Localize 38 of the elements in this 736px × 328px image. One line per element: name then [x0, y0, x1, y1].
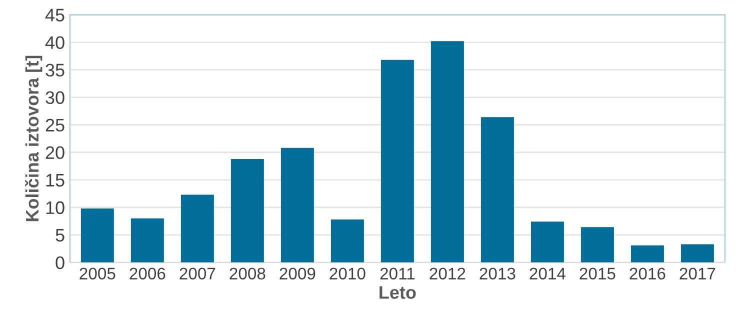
y-tick-label: 15 — [46, 174, 64, 187]
x-tick-label: 2011 — [380, 268, 415, 280]
x-tick-label: 2009 — [280, 268, 316, 280]
y-tick-label: 10 — [46, 201, 64, 214]
bar — [280, 148, 314, 262]
bar — [330, 219, 364, 262]
x-tick-label: 2013 — [480, 268, 516, 280]
y-tick-label: 20 — [46, 146, 64, 160]
x-tick-label: 2016 — [630, 268, 666, 280]
bar — [680, 244, 714, 262]
y-tick-label: 40 — [45, 36, 64, 49]
x-tick-label: 2008 — [230, 268, 266, 280]
bar — [530, 222, 564, 262]
x-tick-label: 2014 — [530, 268, 566, 280]
bar — [630, 245, 664, 262]
y-axis-title: Količina iztovora [t] — [24, 56, 42, 222]
bar — [180, 194, 214, 262]
x-tick-label: 2015 — [580, 268, 616, 280]
x-tick-label: 2007 — [180, 268, 216, 280]
x-tick-label: 2010 — [330, 268, 366, 280]
bar — [580, 227, 614, 262]
y-tick-label: 5 — [56, 229, 64, 242]
y-tick-label: 45 — [45, 8, 64, 22]
y-tick-label: 0 — [56, 256, 64, 270]
x-axis-title: Leto — [380, 286, 416, 299]
bar — [230, 158, 264, 262]
y-tick-label: 35 — [46, 64, 64, 77]
y-tick-label: 25 — [46, 118, 64, 132]
y-tick-label: 30 — [46, 91, 64, 104]
bar — [380, 60, 414, 262]
bar — [130, 218, 164, 262]
bar — [480, 117, 514, 262]
x-tick-label: 2005 — [80, 268, 116, 280]
bar — [430, 41, 464, 262]
bar — [80, 208, 114, 262]
x-tick-label: 2017 — [680, 268, 716, 280]
x-tick-label: 2006 — [130, 268, 166, 280]
x-tick-label: 2012 — [430, 268, 466, 280]
